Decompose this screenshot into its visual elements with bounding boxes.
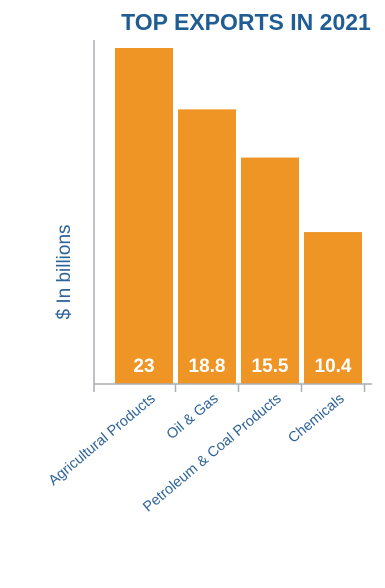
x-tick-label-4: Chemicals	[285, 391, 347, 447]
y-axis-label: $ In billions	[54, 224, 75, 319]
bar-3	[241, 157, 299, 384]
value-label-4: 10.4	[315, 356, 352, 377]
bar-1	[115, 48, 173, 384]
bars-group	[115, 48, 362, 385]
bar-2	[178, 109, 236, 385]
x-tick-label-2: Oil & Gas	[164, 391, 222, 443]
value-label-1: 23	[133, 356, 154, 377]
x-tick-label-1: Agricultural Products	[46, 391, 159, 489]
value-label-3: 15.5	[252, 356, 289, 377]
axes-group	[93, 40, 372, 392]
bar-4	[304, 232, 362, 384]
value-label-2: 18.8	[189, 356, 226, 377]
chart-title: TOP EXPORTS IN 2021	[121, 9, 371, 35]
